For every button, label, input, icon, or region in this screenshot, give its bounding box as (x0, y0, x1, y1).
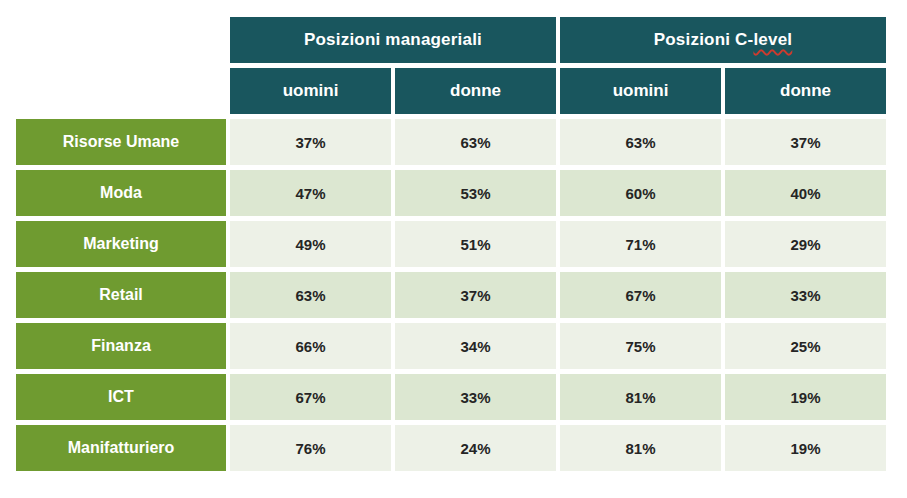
data-cell: 60% (560, 170, 721, 216)
c-level-underlined-text: level (753, 30, 792, 49)
data-cell: 47% (230, 170, 391, 216)
sector-label: Moda (16, 170, 226, 216)
data-cell: 34% (395, 323, 556, 369)
sector-label: Manifatturiero (16, 425, 226, 471)
sector-label: ICT (16, 374, 226, 420)
data-cell: 63% (395, 119, 556, 165)
data-cell: 37% (395, 272, 556, 318)
corner-cell (16, 68, 226, 114)
group-header-managerial-label: Posizioni manageriali (304, 30, 482, 49)
sector-label: Retail (16, 272, 226, 318)
data-cell: 66% (230, 323, 391, 369)
sub-header-managerial-donne: donne (395, 68, 556, 114)
sub-header-clevel-uomini: uomini (560, 68, 721, 114)
data-cell: 37% (725, 119, 886, 165)
table-row: Manifatturiero 76% 24% 81% 19% (16, 425, 886, 471)
data-cell: 19% (725, 425, 886, 471)
data-cell: 51% (395, 221, 556, 267)
table-row: Risorse Umane 37% 63% 63% 37% (16, 119, 886, 165)
page: Posizioni manageriali Posizioni C-level … (0, 0, 907, 498)
table-row: ICT 67% 33% 81% 19% (16, 374, 886, 420)
table-row: Retail 63% 37% 67% 33% (16, 272, 886, 318)
data-cell: 37% (230, 119, 391, 165)
data-cell: 29% (725, 221, 886, 267)
data-cell: 19% (725, 374, 886, 420)
data-cell: 63% (230, 272, 391, 318)
data-cell: 67% (560, 272, 721, 318)
data-cell: 67% (230, 374, 391, 420)
data-cell: 33% (395, 374, 556, 420)
corner-cell (16, 17, 226, 63)
group-header-row: Posizioni manageriali Posizioni C-level (16, 17, 886, 63)
sector-label: Marketing (16, 221, 226, 267)
table-row: Finanza 66% 34% 75% 25% (16, 323, 886, 369)
gender-positions-table: Posizioni manageriali Posizioni C-level … (12, 12, 890, 476)
sub-header-row: uomini donne uomini donne (16, 68, 886, 114)
data-cell: 24% (395, 425, 556, 471)
data-cell: 81% (560, 374, 721, 420)
data-cell: 63% (560, 119, 721, 165)
data-cell: 75% (560, 323, 721, 369)
group-header-c-level: Posizioni C-level (560, 17, 886, 63)
data-cell: 40% (725, 170, 886, 216)
sub-header-clevel-donne: donne (725, 68, 886, 114)
data-cell: 25% (725, 323, 886, 369)
data-cell: 76% (230, 425, 391, 471)
data-cell: 33% (725, 272, 886, 318)
group-header-c-level-prefix: Posizioni C- (654, 30, 754, 49)
group-header-managerial: Posizioni manageriali (230, 17, 556, 63)
data-cell: 53% (395, 170, 556, 216)
sub-header-managerial-uomini: uomini (230, 68, 391, 114)
data-cell: 49% (230, 221, 391, 267)
table-row: Moda 47% 53% 60% 40% (16, 170, 886, 216)
data-cell: 71% (560, 221, 721, 267)
sector-label: Risorse Umane (16, 119, 226, 165)
table-row: Marketing 49% 51% 71% 29% (16, 221, 886, 267)
data-cell: 81% (560, 425, 721, 471)
sector-label: Finanza (16, 323, 226, 369)
